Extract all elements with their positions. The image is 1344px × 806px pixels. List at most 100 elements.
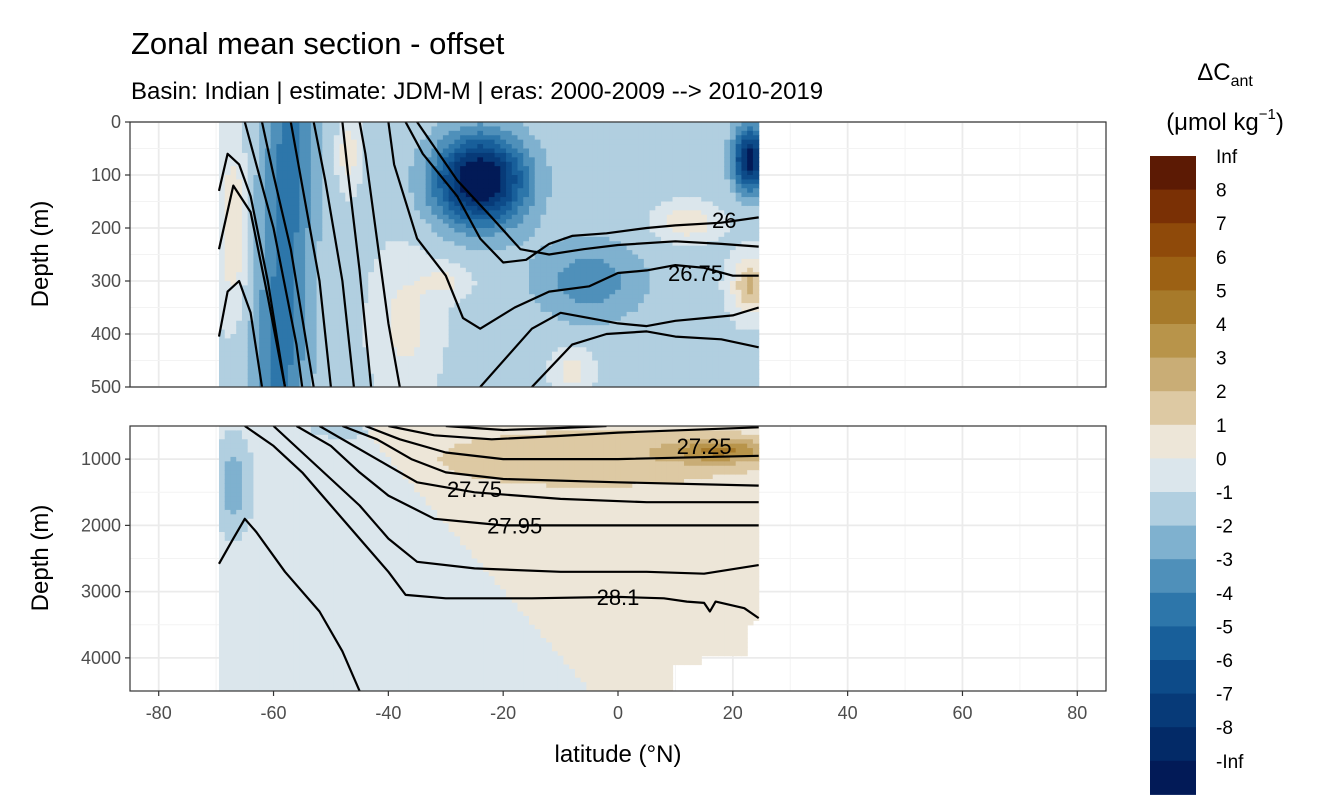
field-cell	[597, 157, 605, 163]
field-cell	[264, 347, 272, 353]
field-cell	[649, 334, 656, 340]
field-cell	[414, 364, 421, 370]
field-cell	[316, 192, 323, 198]
field-cell	[241, 276, 249, 282]
field-cell	[391, 347, 398, 353]
field-cell	[620, 263, 628, 269]
field-cell	[339, 183, 346, 189]
field-cell	[500, 289, 507, 295]
field-cell	[574, 236, 582, 242]
field-cell	[305, 179, 312, 185]
field-cell	[506, 250, 513, 256]
field-cell	[396, 188, 404, 194]
field-cell	[643, 382, 651, 387]
field-cell	[551, 175, 559, 181]
field-cell	[402, 316, 410, 322]
field-cell	[551, 289, 559, 295]
field-cell	[241, 148, 249, 154]
field-cell	[448, 378, 455, 384]
field-cell	[362, 170, 369, 176]
field-cell	[603, 364, 610, 370]
field-cell	[643, 228, 651, 234]
field-cell	[224, 303, 232, 309]
field-cell	[224, 214, 232, 220]
field-cell	[368, 148, 375, 154]
field-cell	[643, 281, 651, 287]
field-cell	[287, 183, 295, 189]
field-cell	[523, 263, 530, 269]
field-cell	[362, 281, 369, 287]
field-cell	[672, 320, 679, 326]
field-cell	[632, 351, 639, 357]
field-cell	[368, 223, 375, 229]
field-cell	[620, 351, 628, 357]
field-cell	[287, 205, 295, 211]
field-cell	[282, 197, 289, 203]
field-cell	[586, 342, 593, 348]
field-cell	[620, 210, 628, 216]
field-cell	[339, 298, 346, 304]
field-cell	[689, 250, 697, 256]
field-cell	[391, 254, 398, 260]
field-cell	[253, 205, 260, 211]
field-cell	[431, 188, 438, 194]
field-cell	[299, 276, 306, 282]
field-cell	[374, 294, 381, 300]
field-cell	[224, 130, 232, 136]
field-cell	[408, 192, 415, 198]
field-cell	[218, 219, 226, 225]
field-cell	[402, 364, 410, 370]
field-cell	[506, 205, 513, 211]
field-cell	[442, 241, 450, 247]
field-cell	[414, 351, 421, 357]
field-cell	[551, 325, 559, 331]
field-cell	[569, 152, 576, 158]
field-cell	[414, 360, 421, 366]
field-cell	[414, 232, 421, 238]
field-cell	[643, 263, 651, 269]
field-cell	[241, 373, 249, 379]
field-cell	[540, 228, 547, 234]
field-cell	[488, 139, 496, 145]
field-cell	[448, 334, 455, 340]
field-cell	[603, 289, 610, 295]
field-cell	[672, 356, 679, 362]
field-cell	[276, 329, 283, 335]
field-cell	[442, 201, 450, 207]
field-cell	[345, 197, 352, 203]
field-cell	[224, 188, 232, 194]
field-cell	[661, 188, 668, 194]
field-cell	[672, 285, 679, 291]
field-cell	[517, 307, 524, 313]
field-cell	[666, 254, 674, 260]
field-cell	[684, 356, 691, 362]
field-cell	[287, 201, 295, 207]
field-cell	[477, 135, 484, 141]
field-cell	[569, 281, 576, 287]
field-cell	[546, 214, 553, 220]
field-cell	[529, 307, 536, 313]
field-cell	[620, 250, 628, 256]
field-cell	[362, 285, 369, 291]
field-cell	[649, 126, 656, 132]
field-cell	[655, 135, 662, 141]
field-cell	[609, 148, 616, 154]
field-cell	[465, 369, 473, 375]
field-cell	[356, 219, 364, 225]
field-cell	[638, 219, 645, 225]
field-cell	[328, 347, 335, 353]
field-cell	[385, 157, 392, 163]
field-cell	[310, 316, 318, 322]
field-cell	[322, 223, 329, 229]
field-cell	[506, 152, 513, 158]
field-cell	[247, 267, 255, 273]
field-cell	[368, 360, 375, 366]
field-cell	[414, 126, 421, 132]
field-cell	[368, 183, 375, 189]
field-cell	[431, 250, 438, 256]
field-cell	[368, 356, 375, 362]
field-cell	[414, 201, 421, 207]
field-cell	[276, 219, 283, 225]
field-cell	[224, 223, 232, 229]
field-cell	[339, 201, 346, 207]
